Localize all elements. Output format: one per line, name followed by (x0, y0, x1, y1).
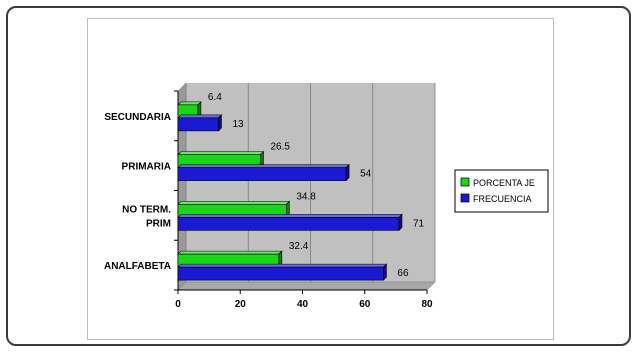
bar (177, 217, 400, 231)
x-tick-label: 40 (297, 299, 309, 310)
legend-box (454, 169, 549, 213)
data-label: 26.5 (270, 142, 290, 153)
bar-end-face (398, 213, 403, 232)
data-label: 32.4 (289, 241, 309, 252)
data-label: 71 (413, 218, 425, 229)
x-tick-label: 0 (175, 299, 181, 310)
bar-top-face (177, 214, 403, 218)
bar-top-face (177, 250, 283, 255)
x-tick-label: 20 (235, 299, 247, 310)
bar-top-face (177, 164, 350, 168)
data-label: 6.4 (208, 92, 222, 103)
bar (177, 167, 347, 181)
bar-end-face (345, 163, 350, 182)
bar-top-face (177, 201, 291, 205)
data-label: 54 (360, 169, 372, 180)
data-label: 66 (397, 268, 409, 279)
plot-floor (177, 281, 436, 291)
legend-swatch (460, 193, 470, 203)
category-label: PRIMARIA (122, 162, 171, 173)
category-label: ANALFABETA (104, 261, 171, 272)
bar (177, 117, 219, 132)
legend-label: PORCENTA JE (473, 178, 535, 188)
bar-top-face (177, 151, 265, 155)
bar-end-face (383, 263, 387, 281)
category-label: SECUNDARIA (104, 112, 171, 123)
category-label: NO TERM. (122, 204, 171, 215)
bar-top-face (177, 263, 388, 268)
chart-frame (6, 6, 631, 346)
bar-top-face (177, 114, 223, 119)
x-tick-label: 60 (359, 299, 371, 310)
bar-top-face (177, 101, 202, 106)
category-label: PRIM (146, 218, 171, 229)
bar (177, 266, 384, 281)
legend-label: FRECUENCIA (473, 194, 532, 204)
plot-wall (178, 83, 435, 290)
x-tick-label: 80 (421, 299, 433, 310)
data-label: 13 (232, 119, 244, 130)
data-label: 34.8 (296, 191, 316, 202)
bar-end-face (218, 114, 222, 132)
legend-swatch (460, 177, 470, 187)
